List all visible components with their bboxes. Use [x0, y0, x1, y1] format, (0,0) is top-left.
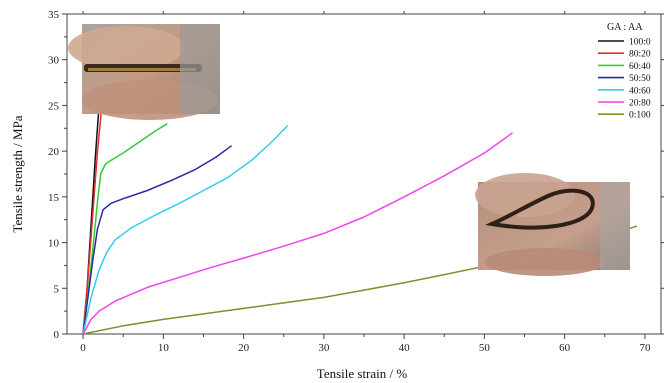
series-line-50-50 [82, 145, 233, 335]
x-tick-label: 60 [559, 342, 571, 354]
photo-bent-sample-loop [475, 173, 630, 276]
legend-label: 80:20 [629, 50, 651, 60]
series-line-20-80 [82, 132, 513, 335]
x-tick-label: 50 [479, 342, 491, 354]
x-axis-title: Tensile strain / % [317, 366, 408, 381]
y-tick-label: 5 [54, 283, 60, 295]
legend: GA : AA 100:0 80:20 60:40 50:50 40:60 20:80 0:… [598, 22, 651, 121]
y-tick-label: 35 [48, 9, 60, 21]
legend-label: 50:50 [629, 74, 651, 84]
x-tick-label: 70 [639, 342, 651, 354]
y-tick-label: 0 [54, 329, 60, 341]
axes-ticks: 0 10 20 30 40 50 60 70 0 5 10 15 20 25 30 35 [48, 9, 664, 354]
series-line-60-40 [82, 123, 168, 335]
series-line-40-60 [82, 124, 289, 335]
legend-label: 40:60 [629, 86, 651, 96]
x-tick-label: 30 [318, 342, 330, 354]
photo-bent-sample-small [68, 24, 220, 120]
legend-label: 100:0 [629, 38, 651, 48]
y-tick-label: 25 [48, 100, 60, 112]
legend-label: 20:80 [629, 99, 651, 109]
x-tick-label: 10 [158, 342, 170, 354]
y-tick-label: 15 [48, 192, 60, 204]
y-axis-title: Tensile strength / MPa [10, 115, 25, 232]
series-line-80-20 [82, 82, 107, 335]
x-tick-label: 20 [238, 342, 250, 354]
legend-label: 60:40 [629, 62, 651, 72]
x-tick-label: 40 [399, 342, 411, 354]
legend-label: 0:100 [629, 111, 651, 121]
x-tick-label: 0 [80, 342, 86, 354]
y-tick-label: 10 [48, 238, 60, 250]
legend-title: GA : AA [607, 22, 643, 33]
y-tick-label: 20 [48, 146, 60, 158]
y-tick-label: 30 [48, 55, 60, 67]
